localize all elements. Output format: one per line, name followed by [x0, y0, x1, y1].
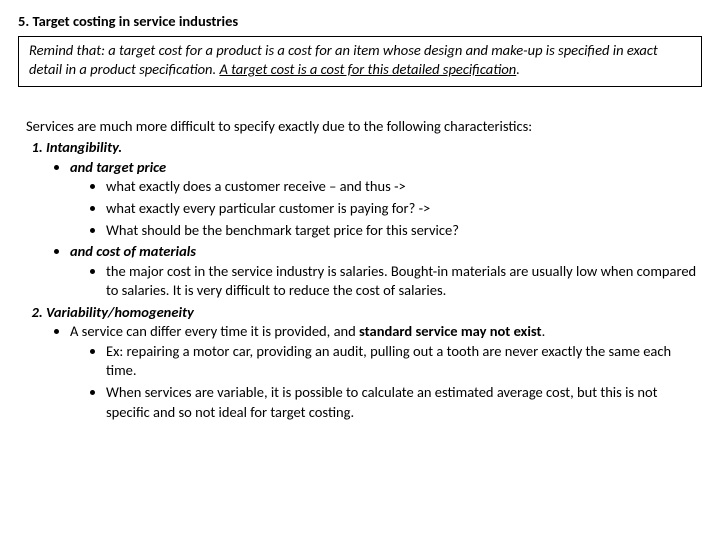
characteristics-list: Intangibility. and target price what exa…	[18, 138, 702, 422]
item-intangibility: Intangibility. and target price what exa…	[46, 138, 702, 301]
item-intangibility-heading: Intangibility.	[46, 138, 122, 156]
target-price-point-c: What should be the benchmark target pric…	[106, 221, 702, 241]
section-title: 5. Target costing in service industries	[18, 12, 702, 32]
variability-line-bold: standard service may not exist	[359, 322, 542, 340]
variability-example-a: Ex: repairing a motor car, providing an …	[106, 342, 702, 381]
reminder-box: Remind that: a target cost for a product…	[18, 36, 702, 87]
variability-line: A service can differ every time it is pr…	[70, 322, 702, 422]
variability-line-post: .	[542, 322, 546, 340]
reminder-text-post: .	[516, 60, 520, 78]
target-price-point-b: what exactly every particular customer i…	[106, 199, 702, 219]
sub-cost-materials-label: and cost of materials	[70, 242, 196, 260]
sub-target-price-label: and target price	[70, 158, 166, 176]
item-variability: Variability/homogeneity A service can di…	[46, 303, 702, 422]
intro-text: Services are much more difficult to spec…	[26, 117, 702, 137]
sub-target-price: and target price what exactly does a cus…	[70, 158, 702, 240]
variability-line-pre: A service can differ every time it is pr…	[70, 322, 359, 340]
sub-cost-materials: and cost of materials the major cost in …	[70, 242, 702, 301]
reminder-text-underlined: A target cost is a cost for this detaile…	[219, 60, 516, 78]
variability-example-b: When services are variable, it is possib…	[106, 383, 702, 422]
item-variability-heading: Variability/homogeneity	[46, 303, 194, 321]
cost-materials-point-a: the major cost in the service industry i…	[106, 262, 702, 301]
target-price-point-a: what exactly does a customer receive – a…	[106, 177, 702, 197]
